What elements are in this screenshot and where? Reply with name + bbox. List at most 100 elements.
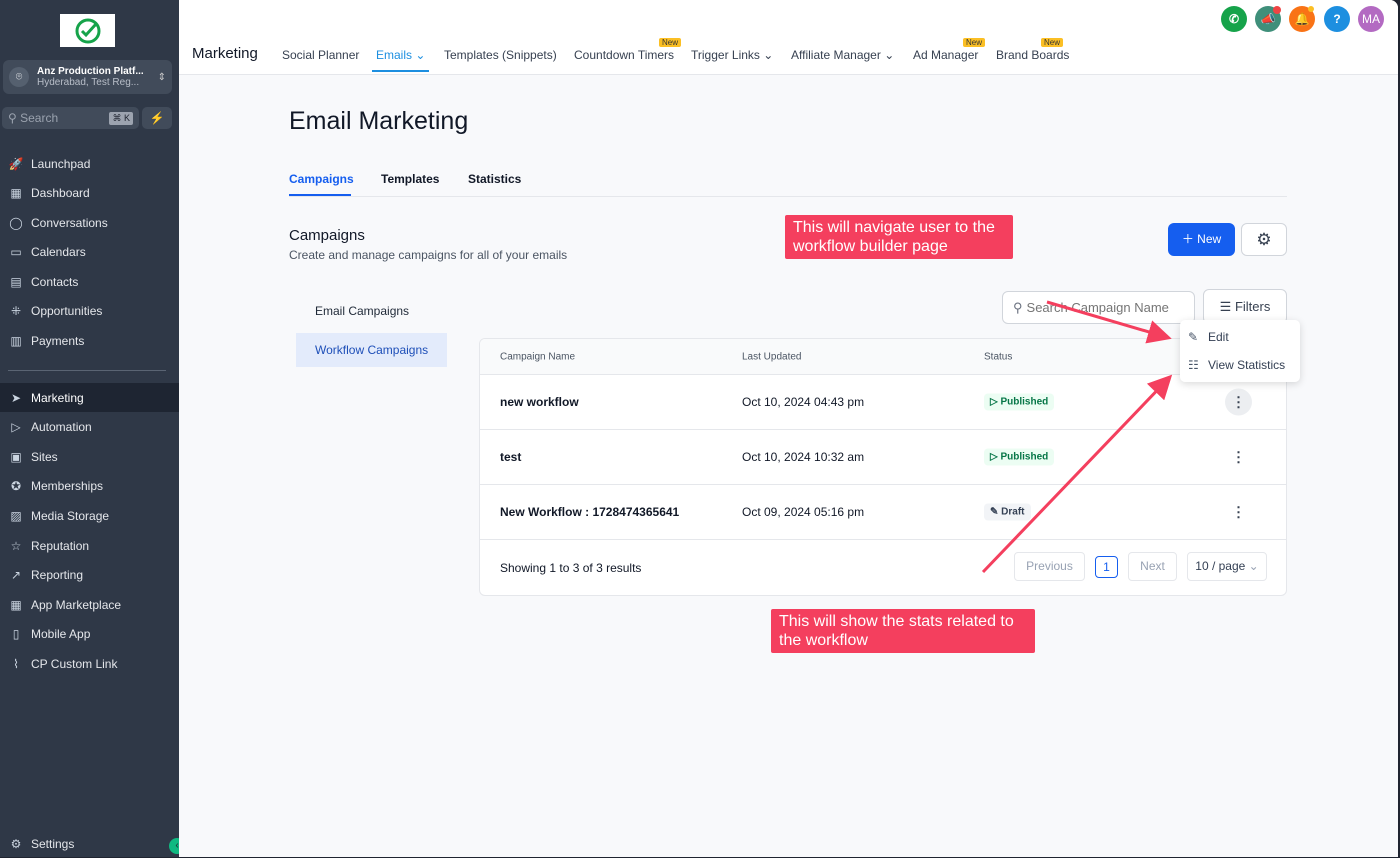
phone-button[interactable]: ✆	[1221, 6, 1247, 32]
gear-icon: ⚙	[1256, 230, 1272, 249]
sidebar-item-settings[interactable]: ⚙ Settings	[0, 829, 179, 858]
star-icon: ☆	[10, 538, 22, 553]
search-input[interactable]	[1026, 300, 1177, 315]
tab-label: Ad Manager	[913, 48, 979, 62]
table-row[interactable]: test Oct 10, 2024 10:32 am ▷ Published ⋮	[480, 430, 1286, 485]
campaign-search[interactable]: ⚲	[1002, 291, 1195, 324]
last-updated: Oct 10, 2024 10:32 am	[742, 450, 865, 464]
sidebar-item-sites[interactable]: ▣ Sites	[0, 442, 179, 471]
tab-label: Trigger Links	[691, 48, 760, 62]
new-badge: New	[1041, 38, 1064, 47]
new-campaign-button[interactable]: ＋ New	[1168, 223, 1235, 256]
sidebar-item-opportunities[interactable]: ⁜ Opportunities	[0, 297, 179, 326]
tab-label: Countdown Timers	[574, 48, 675, 62]
section-title: Campaigns	[289, 227, 365, 244]
sidebar-item-label: Payments	[31, 333, 85, 348]
page-1-button[interactable]: 1	[1095, 556, 1118, 578]
sidebar-item-label: CP Custom Link	[31, 656, 118, 671]
sidebar-item-memberships[interactable]: ✪ Memberships	[0, 472, 179, 501]
avatar[interactable]: MA	[1358, 6, 1384, 32]
nav-tab-trigger-links[interactable]: Trigger Links ⌄	[691, 48, 773, 62]
sidebar-item-cp-custom-link[interactable]: ⌇ CP Custom Link	[0, 649, 179, 678]
sidebar-item-conversations[interactable]: ◯ Conversations	[0, 208, 179, 237]
divider	[289, 196, 1287, 197]
table-row[interactable]: new workflow Oct 10, 2024 04:43 pm ▷ Pub…	[480, 375, 1286, 430]
quick-action-button[interactable]: ⚡	[142, 107, 172, 129]
next-button[interactable]: Next	[1128, 552, 1177, 581]
more-actions-button[interactable]: ⋮	[1231, 503, 1246, 520]
sidebar-item-label: Settings	[31, 836, 75, 851]
campaign-name[interactable]: test	[500, 450, 522, 464]
notification-dot	[1273, 6, 1281, 14]
sidebar-item-label: Dashboard	[31, 186, 90, 200]
menu-item-edit[interactable]: ✎ Edit	[1180, 323, 1300, 351]
settings-button[interactable]: ⚙	[1241, 223, 1287, 256]
per-page-select[interactable]: 10 / page ⌄	[1187, 552, 1267, 581]
send-icon: ▷	[990, 396, 1001, 408]
tab-label: Templates (Snippets)	[444, 48, 557, 62]
tab-statistics[interactable]: Statistics	[468, 172, 522, 186]
nav-tab-emails[interactable]: Emails ⌄	[371, 48, 430, 72]
nav-tab-templates-snippets-[interactable]: Templates (Snippets)	[444, 48, 557, 62]
nav-tab-affiliate-manager[interactable]: Affiliate Manager ⌄	[791, 48, 894, 62]
top-nav: Marketing Social Planner Emails ⌄ Template…	[179, 0, 1398, 75]
nav-tab-countdown-timers[interactable]: Countdown Timers	[574, 48, 674, 62]
sidebar-item-label: Launchpad	[31, 156, 91, 171]
active-tab-indicator	[289, 194, 351, 196]
account-name: Anz Production Platf...	[37, 66, 144, 77]
previous-button[interactable]: Previous	[1014, 552, 1085, 581]
pencil-icon: ✎	[1188, 330, 1199, 344]
shortcut-hint: ⌘ K	[109, 111, 133, 125]
main: Marketing Social Planner Emails ⌄ Template…	[179, 0, 1398, 857]
sidebar-item-automation[interactable]: ▷ Automation	[0, 413, 179, 442]
sidebar-item-calendars[interactable]: ▭ Calendars	[0, 238, 179, 267]
sidebar-item-label: Media Storage	[31, 508, 110, 523]
sidebar-item-marketing[interactable]: ➤ Marketing	[0, 383, 179, 412]
sidebar-item-dashboard[interactable]: ▦ Dashboard	[0, 179, 179, 208]
sites-icon: ▣	[10, 449, 22, 464]
calendar-icon: ▭	[10, 245, 22, 259]
link-icon: ⌇	[13, 656, 19, 671]
status-label: Draft	[1001, 506, 1025, 518]
sidebar-item-mobile-app[interactable]: ▯ Mobile App	[0, 620, 179, 649]
sidebar: ⌾ Anz Production Platf... Hyderabad, Test…	[0, 0, 185, 858]
tab-templates[interactable]: Templates	[381, 172, 440, 186]
sidebar-item-reputation[interactable]: ☆ Reputation	[0, 531, 179, 560]
sidebar-item-payments[interactable]: ▥ Payments	[0, 326, 179, 355]
new-badge: New	[659, 38, 682, 47]
help-button[interactable]: ?	[1324, 6, 1350, 32]
divider	[8, 370, 166, 371]
email-campaigns-tab[interactable]: Email Campaigns	[315, 304, 410, 318]
contacts-icon: ▤	[10, 274, 22, 289]
sidebar-item-label: App Marketplace	[31, 597, 122, 612]
account-switcher[interactable]: ⌾ Anz Production Platf... Hyderabad, Test…	[3, 60, 172, 94]
sidebar-item-label: Opportunities	[31, 304, 103, 318]
sidebar-item-app-marketplace[interactable]: ▦ App Marketplace	[0, 590, 179, 619]
opportunities-icon: ⁜	[10, 304, 22, 318]
nav-tab-brand-boards[interactable]: Brand Boards	[996, 48, 1069, 62]
workflow-campaigns-tab[interactable]: Workflow Campaigns	[296, 333, 447, 367]
sidebar-item-media-storage[interactable]: ▨ Media Storage	[0, 501, 179, 530]
grid-icon: ▦	[10, 186, 22, 200]
section-subtitle: Create and manage campaigns for all of y…	[289, 248, 568, 262]
menu-item-view-statistics[interactable]: ☷ View Statistics	[1180, 351, 1300, 379]
more-actions-button[interactable]: ⋮	[1225, 388, 1252, 416]
campaign-name[interactable]: new workflow	[500, 395, 579, 409]
table-row[interactable]: New Workflow : 1728474365641 Oct 09, 202…	[480, 485, 1286, 540]
sidebar-search[interactable]: ⚲ Search ⌘ K	[2, 107, 139, 129]
sidebar-item-launchpad[interactable]: 🚀 Launchpad	[0, 149, 179, 178]
last-updated: Oct 09, 2024 05:16 pm	[742, 505, 865, 519]
column-header: Campaign Name	[500, 351, 576, 362]
sidebar-item-reporting[interactable]: ↗ Reporting	[0, 561, 179, 590]
send-icon: ▷	[990, 451, 1001, 463]
nav-tab-ad-manager[interactable]: Ad Manager	[913, 48, 978, 62]
more-actions-button[interactable]: ⋮	[1231, 448, 1246, 465]
statistics-icon: ☷	[1188, 358, 1199, 372]
tab-campaigns[interactable]: Campaigns	[289, 172, 354, 186]
filters-button[interactable]: ☰ Filters	[1203, 289, 1287, 324]
campaign-name[interactable]: New Workflow : 1728474365641	[500, 505, 680, 519]
sidebar-item-contacts[interactable]: ▤ Contacts	[0, 267, 179, 296]
row-actions-menu: ✎ Edit ☷ View Statistics	[1180, 320, 1300, 382]
search-icon: ⚲	[8, 111, 21, 125]
nav-tab-social-planner[interactable]: Social Planner	[282, 48, 359, 62]
